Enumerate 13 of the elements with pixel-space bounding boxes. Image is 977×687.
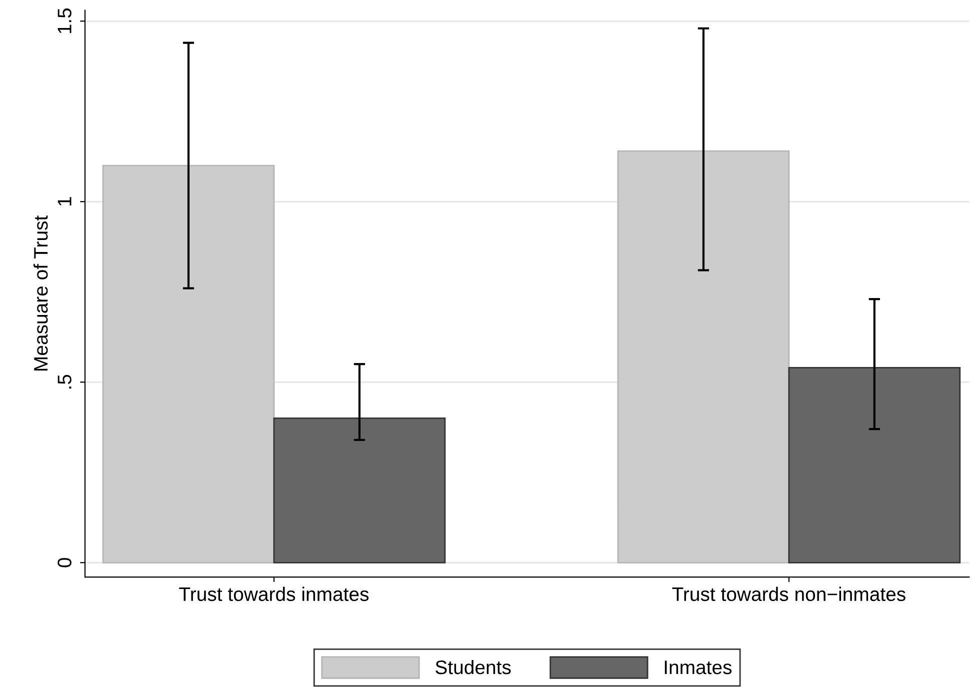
x-tick-label: Trust towards inmates	[179, 586, 369, 602]
legend-label: Inmates	[664, 660, 732, 674]
bar	[617, 150, 790, 564]
y-tick-label: 1	[58, 197, 72, 206]
bar	[788, 367, 961, 564]
y-tick-label: .5	[58, 374, 72, 388]
bar	[102, 164, 275, 564]
x-tick-label: Trust towards non−inmates	[672, 586, 906, 602]
legend-label: Students	[436, 660, 511, 674]
bar	[273, 418, 446, 564]
y-tick-label: 0	[58, 558, 72, 568]
y-tick-label: 1.5	[58, 8, 72, 34]
y-axis-title: Measuare of Trust	[33, 215, 48, 370]
